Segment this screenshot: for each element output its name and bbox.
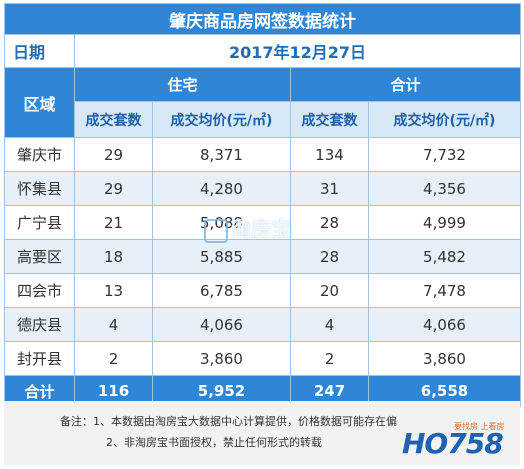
footnote: 备注：1、本数据由淘房宝大数据中心计算提供，价格数据可能存在偏 2、非淘房宝书面… xyxy=(4,401,520,465)
group-residential-header: 住宅 xyxy=(74,67,291,102)
tot-units-cell: 2 xyxy=(290,341,369,376)
col-res-units: 成交套数 xyxy=(74,101,153,138)
res-price-cell: 5,088 xyxy=(152,205,291,240)
footnote-line-1: 备注：1、本数据由淘房宝大数据中心计算提供，价格数据可能存在偏 xyxy=(60,415,397,428)
region-name: 广宁县 xyxy=(4,205,75,240)
res-units-cell: 18 xyxy=(74,239,153,274)
tot-units-cell: 31 xyxy=(290,171,369,206)
tot-units-cell: 28 xyxy=(290,239,369,274)
region-name: 封开县 xyxy=(4,341,75,376)
stats-table: 肇庆商品房网签数据统计 日期 2017年12月27日 区域 住宅 合计 成交套数… xyxy=(3,3,522,407)
tot-price-cell: 5,482 xyxy=(367,239,522,274)
table-row: 广宁县 21 5,088 28 4,999 xyxy=(4,205,522,240)
tot-units-cell: 134 xyxy=(290,137,369,172)
tot-price-cell: 7,478 xyxy=(367,273,522,308)
group-total-header: 合计 xyxy=(289,67,522,102)
date-value: 2017年12月27日 xyxy=(73,34,522,68)
tot-units-cell: 20 xyxy=(290,273,369,308)
tot-price-cell: 4,999 xyxy=(367,205,522,240)
col-res-price: 成交均价(元/㎡) xyxy=(152,101,291,138)
region-name: 怀集县 xyxy=(4,171,75,206)
res-units-cell: 2 xyxy=(74,341,153,376)
table-row: 高要区 18 5,885 28 5,482 xyxy=(4,239,522,274)
brand-logo: 要找房 上看房 HO758 xyxy=(394,421,522,465)
footnote-line-2: 2、非淘房宝书面授权，禁止任何形式的转载 xyxy=(106,436,322,449)
date-label: 日期 xyxy=(4,34,75,68)
tot-price-cell: 4,356 xyxy=(367,171,522,206)
tot-price-cell: 4,066 xyxy=(367,307,522,342)
tot-units-cell: 4 xyxy=(290,307,369,342)
region-name: 德庆县 xyxy=(4,307,75,342)
res-units-cell: 29 xyxy=(74,171,153,206)
res-price-cell: 8,371 xyxy=(152,137,291,172)
region-name: 四会市 xyxy=(4,273,75,308)
title-row: 肇庆商品房网签数据统计 xyxy=(3,3,522,35)
column-header-row: 成交套数 成交均价(元/㎡) 成交套数 成交均价(元/㎡) xyxy=(5,101,522,138)
res-units-cell: 4 xyxy=(74,307,153,342)
res-price-cell: 5,885 xyxy=(152,239,291,274)
region-name: 肇庆市 xyxy=(4,137,75,172)
table-row: 四会市 13 6,785 20 7,478 xyxy=(4,273,522,308)
table-title: 肇庆商品房网签数据统计 xyxy=(3,3,522,35)
col-tot-units: 成交套数 xyxy=(290,101,369,138)
brand-tagline: 要找房 上看房 xyxy=(454,422,505,431)
res-units-cell: 29 xyxy=(74,137,153,172)
stats-panel: 肇庆商品房网签数据统计 日期 2017年12月27日 区域 住宅 合计 成交套数… xyxy=(3,3,522,465)
tot-price-cell: 7,732 xyxy=(367,137,522,172)
date-row: 日期 2017年12月27日 xyxy=(4,34,522,68)
res-units-cell: 21 xyxy=(74,205,153,240)
res-price-cell: 6,785 xyxy=(152,273,291,308)
res-price-cell: 4,066 xyxy=(152,307,291,342)
table-row: 肇庆市 29 8,371 134 7,732 xyxy=(4,137,522,172)
group-header-row: 区域 住宅 合计 xyxy=(4,67,522,138)
table-row: 德庆县 4 4,066 4 4,066 xyxy=(4,307,522,342)
region-name: 高要区 xyxy=(4,239,75,274)
res-units-cell: 13 xyxy=(74,273,153,308)
brand-logo-text: HO758 xyxy=(402,427,504,460)
table-row: 怀集县 29 4,280 31 4,356 xyxy=(4,171,522,206)
res-price-cell: 3,860 xyxy=(152,341,291,376)
table-row: 封开县 2 3,860 2 3,860 xyxy=(4,341,522,376)
region-header: 区域 xyxy=(4,67,75,138)
col-tot-price: 成交均价(元/㎡) xyxy=(367,101,522,138)
res-price-cell: 4,280 xyxy=(152,171,291,206)
tot-price-cell: 3,860 xyxy=(367,341,522,376)
tot-units-cell: 28 xyxy=(290,205,369,240)
